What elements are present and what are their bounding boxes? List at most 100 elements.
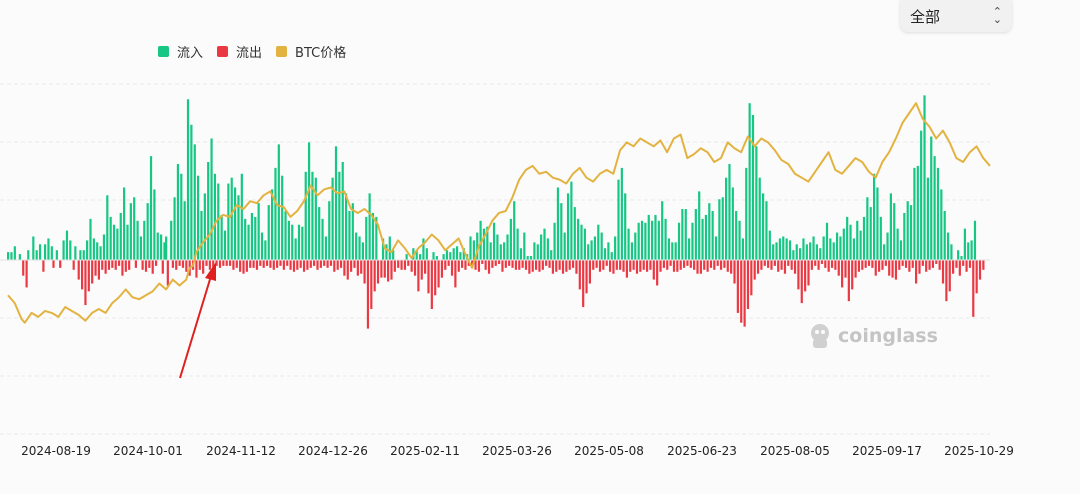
inflow-bar	[529, 256, 533, 260]
inflow-bar	[714, 236, 718, 260]
legend-item-inflow[interactable]: 流入	[158, 42, 203, 61]
inflow-bar	[190, 124, 193, 260]
inflow-bar	[835, 232, 839, 260]
inflow-bar	[590, 240, 593, 260]
outflow-bar	[252, 260, 255, 268]
outflow-bar	[457, 260, 460, 272]
outflow-bar	[841, 260, 844, 288]
outflow-bar	[242, 260, 245, 274]
inflow-bar	[193, 144, 196, 260]
inflow-bar	[304, 171, 307, 260]
outflow-bar	[77, 260, 80, 280]
outflow-bar	[571, 260, 575, 268]
outflow-bar	[904, 260, 908, 268]
outflow-bar	[780, 260, 783, 270]
outflow-bar	[864, 260, 867, 268]
inflow-bar	[765, 201, 768, 260]
inflow-bar	[112, 224, 116, 260]
outflow-bar	[534, 260, 538, 270]
outflow-bar	[373, 260, 376, 292]
outflow-bar	[255, 260, 259, 270]
outflow-bar	[289, 260, 292, 270]
inflow-bar	[476, 232, 479, 260]
outflow-bar	[279, 260, 282, 266]
outflow-bar	[948, 260, 951, 292]
inflow-bar	[570, 181, 573, 260]
inflow-bar	[889, 193, 892, 260]
outflow-bar	[777, 260, 780, 272]
inflow-bar	[926, 177, 929, 260]
outflow-bar	[148, 260, 151, 268]
outflow-bar	[461, 260, 464, 268]
outflow-bar	[202, 260, 205, 274]
outflow-bar	[713, 260, 716, 270]
outflow-bar	[424, 260, 427, 274]
annotation-arrow	[179, 262, 216, 379]
outflow-bar	[578, 260, 581, 290]
outflow-bar	[659, 260, 662, 272]
legend-label-outflow: 流出	[236, 46, 263, 61]
outflow-bar	[376, 260, 380, 284]
inflow-bar	[708, 203, 711, 260]
outflow-bar	[366, 260, 370, 329]
outflow-bar	[935, 260, 938, 264]
x-tick-label: 2025-02-11	[390, 444, 460, 458]
outflow-bar	[925, 260, 928, 272]
outflow-bar	[356, 260, 359, 276]
inflow-bar	[741, 238, 745, 260]
outflow-bar	[166, 260, 169, 286]
inflow-bar	[139, 236, 143, 260]
inflow-bar	[173, 197, 176, 260]
range-select[interactable]: 全部 ⌃ ⌄	[900, 0, 1012, 32]
outflow-bar	[619, 260, 622, 270]
legend-item-btc-price[interactable]: BTC价格	[276, 42, 346, 61]
inflow-bar	[358, 236, 361, 260]
inflow-bar	[963, 228, 966, 260]
inflow-bar	[197, 175, 200, 260]
legend-item-outflow[interactable]: 流出	[217, 42, 262, 61]
outflow-bar	[746, 260, 750, 309]
outflow-bar	[672, 260, 676, 272]
outflow-bar	[151, 260, 154, 274]
outflow-bar	[888, 260, 891, 276]
inflow-bar	[560, 203, 563, 260]
outflow-bar	[827, 260, 830, 272]
outflow-bar	[514, 260, 518, 270]
inflow-bar	[271, 189, 274, 260]
inflow-bar	[119, 212, 122, 260]
watermark-text: coinglass	[838, 325, 938, 347]
inflow-bar	[916, 165, 919, 260]
inflow-bar	[704, 214, 708, 260]
outflow-bar	[908, 260, 911, 272]
inflow-bar	[27, 250, 30, 260]
inflow-bar	[452, 248, 455, 260]
outflow-bar	[568, 260, 571, 270]
outflow-bar	[753, 260, 756, 280]
outflow-bar	[790, 260, 793, 270]
inflow-bar	[943, 211, 946, 260]
inflow-bar	[381, 238, 385, 260]
inflow-bar	[220, 214, 223, 260]
outflow-bar	[978, 260, 982, 280]
inflow-bar	[782, 236, 785, 260]
inflow-bar	[294, 238, 297, 260]
outflow-bar	[635, 260, 639, 274]
outflow-bar	[962, 260, 965, 266]
inflow-bar	[819, 248, 822, 260]
outflow-bar	[195, 260, 198, 278]
inflow-bar	[822, 236, 825, 260]
outflow-bar	[471, 260, 474, 268]
outflow-bar	[397, 260, 400, 268]
outflow-bar	[834, 260, 837, 270]
outflow-bar	[551, 260, 555, 274]
outflow-bar	[430, 260, 433, 309]
outflow-bar	[434, 260, 437, 296]
outflow-bar	[975, 260, 978, 294]
inflow-bar	[872, 173, 876, 260]
outflow-bar	[427, 260, 430, 294]
outflow-bar	[302, 260, 306, 272]
inflow-bar	[496, 234, 499, 260]
inflow-bar	[223, 230, 227, 260]
outflow-bar	[955, 260, 958, 268]
outflow-bar	[972, 260, 975, 317]
